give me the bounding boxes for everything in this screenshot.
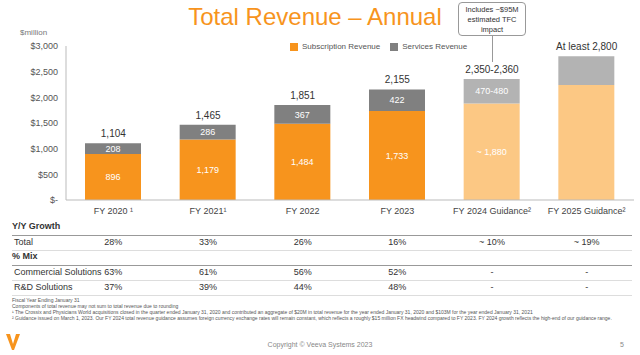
svg-text:$500: $500 [38,170,58,180]
html-text:Includes ~$95M estimated TFC i: Includes ~$95M estimated TFC impact [465,5,519,34]
html-text:Y/Y Growth: Y/Y Growth [12,221,61,231]
svg-text:FY 2025 Guidance²: FY 2025 Guidance² [548,206,626,216]
svg-text:367: 367 [295,110,310,120]
svg-text:208: 208 [105,144,120,154]
svg-text:~ 1,880: ~ 1,880 [477,147,507,157]
html-text:Components of total revenue ma: Components of total revenue may not sum … [12,303,179,309]
html-text:² Guidance issued on March 1,: ² Guidance issued on March 1, 2023. Our … [12,315,612,321]
svg-text:FY 2024 Guidance²: FY 2024 Guidance² [453,206,531,216]
svg-text:FY 2022: FY 2022 [286,206,320,216]
svg-text:470-480: 470-480 [475,86,508,96]
html-text:52%: 52% [388,267,407,277]
html-text:¹ The Crossix and Physicians W: ¹ The Crossix and Physicians World acqui… [12,309,533,315]
html-text:Services Revenue: Services Revenue [402,42,468,51]
svg-text:2,155: 2,155 [385,74,410,85]
svg-text:1,104: 1,104 [101,128,126,139]
svg-text:$-: $- [50,195,58,205]
html-text:Copyright © Veeva Systems 2023: Copyright © Veeva Systems 2023 [267,341,373,348]
svg-text:1,465: 1,465 [195,110,220,121]
html-text:39%: 39% [199,282,217,292]
svg-text:FY 2021¹: FY 2021¹ [190,206,227,216]
html-text:28%: 28% [104,237,123,247]
html-text:44%: 44% [293,282,312,292]
svg-text:$3,000: $3,000 [30,41,58,51]
svg-text:$1,500: $1,500 [30,118,58,128]
html-text:48%: 48% [388,282,407,292]
html-text:~ 10%: ~ 10% [479,237,505,247]
html-text:61%: 61% [199,267,217,277]
svg-text:$1,000: $1,000 [30,144,58,154]
html-text:$million: $million [20,28,48,37]
html-text:~ 19%: ~ 19% [573,237,600,247]
html-text:Commercial Solutions 63%: Commercial Solutions 63% [14,267,123,277]
html-text:Total Revenue – Annual: Total Revenue – Annual [188,3,442,30]
html-text:33%: 33% [199,237,217,247]
svg-text:$2,500: $2,500 [30,67,58,77]
svg-text:896: 896 [105,172,120,182]
html-text:R&D Solutions: R&D Solutions [14,282,73,292]
html-text:5: 5 [620,341,624,348]
svg-text:At least 2,800: At least 2,800 [556,41,618,52]
html-text:26%: 26% [293,237,312,247]
svg-text:1,484: 1,484 [291,157,314,167]
svg-text:1,179: 1,179 [196,165,219,175]
svg-text:FY 2023: FY 2023 [380,206,414,216]
html-text:Total: Total [14,237,33,247]
html-text:Fiscal Year Ending January 31: Fiscal Year Ending January 31 [12,297,80,303]
html-text:% Mix: % Mix [12,251,38,261]
html-text:37%: 37% [104,282,123,292]
html-text:56%: 56% [293,267,312,277]
svg-text:1,851: 1,851 [290,90,315,101]
svg-text:286: 286 [200,127,215,137]
svg-text:$2,000: $2,000 [30,93,58,103]
svg-text:422: 422 [389,95,404,105]
svg-text:1,733: 1,733 [386,151,409,161]
html-text:16%: 16% [388,237,407,247]
svg-text:FY 2020 ¹: FY 2020 ¹ [94,206,133,216]
svg-text:2,350-2,360: 2,350-2,360 [465,64,519,75]
html-text:Subscription Revenue: Subscription Revenue [302,42,381,51]
